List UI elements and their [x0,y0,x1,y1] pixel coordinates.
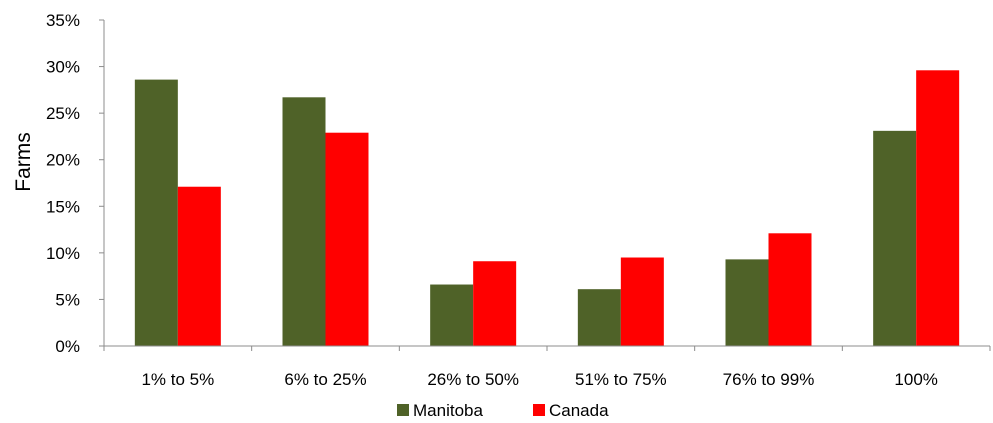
x-tick-label: 100% [894,370,937,389]
bar-manitoba-1 [134,79,178,347]
x-tick-label: 1% to 5% [141,370,214,389]
y-axis-label: Farms [12,132,35,192]
y-tick-label: 25% [46,104,80,123]
legend-label-canada: Canada [549,401,609,420]
y-tick-label: 5% [55,290,80,309]
bar-canada-5 [768,233,812,346]
bar-manitoba-4 [577,289,621,346]
y-tick-label: 35% [46,11,80,30]
y-tick-label: 20% [46,151,80,170]
bar-manitoba-5 [725,259,769,346]
legend-swatch-canada [533,404,545,416]
legend-label-manitoba: Manitoba [413,401,483,420]
bar-canada-1 [177,186,221,346]
bar-manitoba-6 [873,130,917,346]
y-tick-label: 15% [46,197,80,216]
x-tick-label: 6% to 25% [284,370,366,389]
x-tick-label: 26% to 50% [427,370,519,389]
x-tick-label: 51% to 75% [575,370,667,389]
bar-manitoba-3 [430,284,474,346]
y-tick-label: 10% [46,244,80,263]
bar-canada-6 [916,70,960,346]
y-axis-ticks: 0% 5% 10% 15% 20% 25% 30% 35% [46,11,104,356]
bar-canada-2 [325,132,369,346]
legend-swatch-manitoba [397,404,409,416]
bar-canada-3 [473,261,517,346]
x-tick-label: 76% to 99% [723,370,815,389]
bar-canada-4 [620,257,664,346]
bars-group [134,70,960,347]
y-tick-label: 0% [55,337,80,356]
y-tick-label: 30% [46,58,80,77]
x-axis-ticks: 1% to 5% 6% to 25% 26% to 50% 51% to 75% 76%… [103,346,991,389]
legend: Manitoba Canada [397,401,609,420]
bar-manitoba-2 [282,97,326,347]
